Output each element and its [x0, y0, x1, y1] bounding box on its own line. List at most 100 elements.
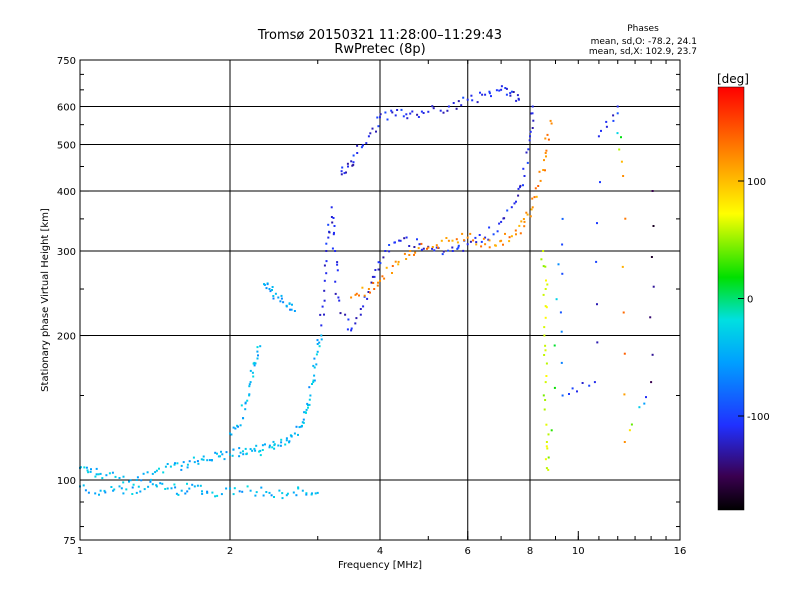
data-point [576, 390, 578, 393]
data-point [290, 435, 293, 438]
data-point [111, 471, 114, 474]
data-point [484, 243, 487, 246]
data-point [310, 493, 313, 496]
data-point [113, 488, 116, 491]
data-point [469, 232, 472, 235]
data-point [359, 313, 362, 316]
data-point [557, 263, 560, 266]
x-tick-label: 6 [465, 546, 471, 557]
data-point [396, 109, 399, 111]
data-point [526, 213, 529, 216]
data-point [503, 217, 506, 220]
data-point [643, 402, 646, 405]
data-point [175, 492, 178, 495]
data-point [481, 93, 484, 96]
data-point [223, 458, 226, 461]
data-point [515, 99, 518, 102]
data-point [143, 488, 146, 491]
data-point [176, 462, 179, 465]
data-point [466, 243, 469, 246]
data-point [470, 94, 473, 97]
data-point [498, 222, 501, 225]
data-point [256, 346, 259, 349]
data-point [369, 291, 371, 294]
data-point [302, 421, 305, 424]
data-point [219, 455, 221, 458]
data-point [159, 482, 162, 485]
data-point [297, 487, 300, 490]
data-point [334, 280, 337, 283]
data-point [339, 312, 342, 315]
data-point [186, 482, 188, 485]
data-point [350, 160, 353, 163]
data-point [480, 240, 483, 243]
data-point [373, 288, 376, 290]
data-point [623, 352, 626, 355]
data-point [82, 484, 85, 487]
data-point [492, 233, 495, 236]
data-point [272, 295, 275, 297]
data-point [553, 386, 556, 389]
data-point [98, 493, 100, 496]
data-point [534, 187, 537, 190]
data-point [350, 296, 353, 299]
data-point [216, 452, 218, 455]
trace-e-layer-spread [229, 345, 262, 436]
data-point [238, 490, 241, 493]
data-point [272, 440, 275, 443]
data-point [311, 383, 313, 385]
data-point [129, 479, 132, 482]
data-point [232, 448, 235, 451]
data-point [422, 247, 425, 250]
data-point [285, 494, 288, 497]
data-point [420, 242, 423, 245]
data-point [371, 127, 374, 130]
data-point [330, 206, 333, 209]
data-point [367, 288, 370, 290]
data-point [370, 281, 373, 284]
data-point [346, 328, 349, 331]
data-point [363, 295, 366, 298]
data-point [86, 469, 89, 472]
data-point [320, 334, 323, 337]
data-point [426, 247, 428, 250]
data-point [510, 90, 513, 93]
data-point [561, 217, 564, 220]
data-point [652, 285, 655, 288]
data-point [462, 96, 465, 99]
data-point [256, 357, 259, 360]
data-point [545, 279, 547, 282]
data-point [186, 463, 189, 466]
data-point [374, 269, 377, 271]
data-point [508, 240, 511, 243]
y-tick-label: 750 [57, 56, 76, 67]
data-point [333, 225, 336, 227]
data-point [240, 404, 243, 407]
data-point [268, 446, 271, 449]
data-point [265, 491, 268, 493]
data-point [188, 460, 191, 463]
data-point [522, 218, 525, 220]
data-point [432, 107, 435, 110]
data-point [379, 279, 381, 282]
data-point [341, 166, 344, 169]
data-point [327, 236, 330, 239]
data-point [325, 260, 328, 263]
data-point [306, 402, 309, 405]
data-point [455, 107, 458, 110]
data-point [323, 313, 325, 316]
data-point [274, 292, 277, 295]
data-point [496, 230, 499, 233]
data-point [514, 229, 517, 232]
data-point [316, 339, 319, 342]
data-point [544, 169, 546, 172]
data-point [650, 256, 653, 258]
data-points [79, 85, 655, 500]
data-point [155, 485, 158, 488]
data-point [125, 488, 128, 491]
data-point [85, 466, 88, 469]
data-point [87, 491, 90, 494]
data-point [535, 195, 538, 198]
data-point [550, 122, 553, 125]
data-point [259, 345, 262, 348]
